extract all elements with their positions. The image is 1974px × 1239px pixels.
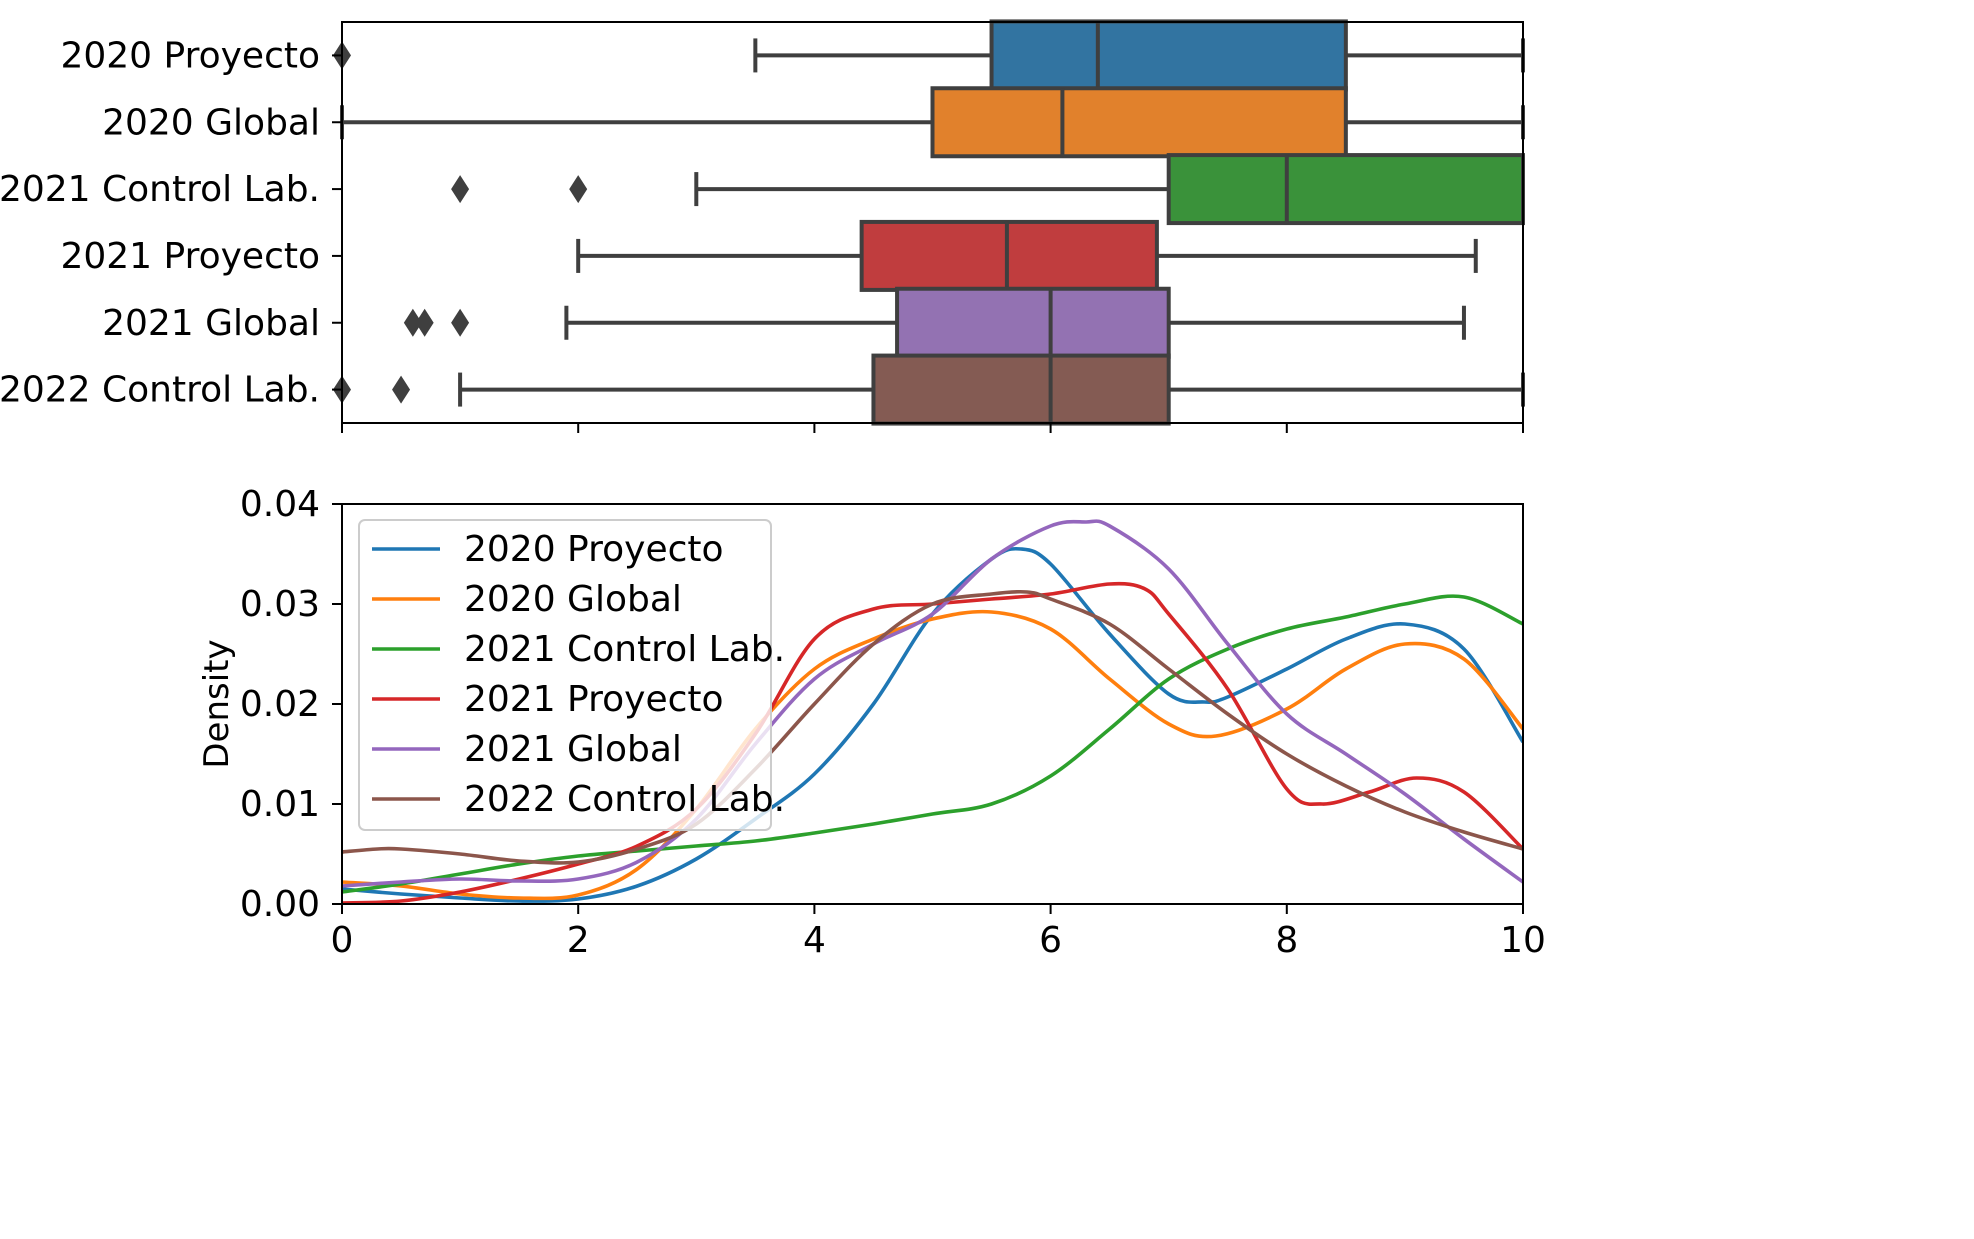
legend-item-2021-proyecto: 2021 Proyecto <box>372 679 724 720</box>
density-line-2021-proyecto <box>342 581 1523 904</box>
outlier-point <box>451 308 470 337</box>
box-2021-proyecto <box>576 219 1478 292</box>
boxplot-panel: 2020 Proyecto 2020 Global 2021 Control Lab… <box>0 19 1525 433</box>
box-2022-control-lab <box>333 353 1525 426</box>
y-tick-label: 2020 Global <box>102 102 320 143</box>
box-2021-global <box>403 286 1466 359</box>
legend-label: 2020 Proyecto <box>464 529 724 570</box>
legend-label: 2020 Global <box>464 579 682 620</box>
box-2020-global <box>340 86 1525 159</box>
outlier-point <box>415 308 434 337</box>
y-tick-label: 2021 Control Lab. <box>0 169 320 210</box>
box-body <box>1166 153 1525 226</box>
y-tick-label: 0.03 <box>240 584 320 625</box>
outlier-point <box>392 375 411 404</box>
box-body <box>895 286 1171 359</box>
y-axis-label: Density <box>197 639 237 768</box>
legend-box <box>358 519 772 831</box>
x-tick-label: 6 <box>1039 920 1062 961</box>
outlier-point <box>451 175 470 204</box>
x-tick-label: 10 <box>1500 920 1546 961</box>
x-tick-label: 2 <box>567 920 590 961</box>
density-line-2022-control-lab <box>342 589 1523 865</box>
x-tick-label: 8 <box>1275 920 1298 961</box>
legend-item-2020-proyecto: 2020 Proyecto <box>372 529 724 570</box>
y-tick-label: 2020 Proyecto <box>60 35 320 76</box>
x-tick-label: 4 <box>803 920 826 961</box>
y-tick-label: 2021 Proyecto <box>60 236 320 277</box>
y-tick-label: 2021 Global <box>102 303 320 344</box>
legend-item-2021-global: 2021 Global <box>372 729 682 770</box>
box-body <box>989 19 1348 92</box>
density-line-2021-global <box>342 519 1523 888</box>
outlier-point <box>403 308 422 337</box>
density-line-2021-control-lab <box>342 594 1523 894</box>
legend: 2020 Proyecto 2020 Global 2021 Control Lab… <box>358 519 785 831</box>
y-tick-label: 0.01 <box>240 784 320 825</box>
legend-label: 2021 Global <box>464 729 682 770</box>
legend-item-2022-control-lab: 2022 Control Lab. <box>372 779 785 820</box>
density-curves <box>342 519 1523 904</box>
outlier-point <box>569 175 588 204</box>
y-tick-label: 0.04 <box>240 484 320 525</box>
legend-label: 2021 Proyecto <box>464 679 724 720</box>
legend-item-2021-control-lab: 2021 Control Lab. <box>372 629 785 670</box>
legend-label: 2022 Control Lab. <box>464 779 785 820</box>
density-frame <box>341 503 1524 905</box>
y-tick-label: 2022 Control Lab. <box>0 370 320 411</box>
boxplot-frame <box>341 21 1524 424</box>
legend-item-2020-global: 2020 Global <box>372 579 682 620</box>
density-line-2020-global <box>342 609 1523 901</box>
x-tick-label: 0 <box>331 920 354 961</box>
y-tick-label: 0.02 <box>240 684 320 725</box>
box-body <box>859 219 1159 292</box>
box-body <box>871 353 1171 426</box>
legend-label: 2021 Control Lab. <box>464 629 785 670</box>
box-body <box>930 86 1348 159</box>
y-tick-label: 0.00 <box>240 884 320 925</box>
density-panel: 0 2 4 6 8 10 0.00 0.01 0.02 0.03 0.04 Density 2020 P… <box>197 484 1546 961</box>
